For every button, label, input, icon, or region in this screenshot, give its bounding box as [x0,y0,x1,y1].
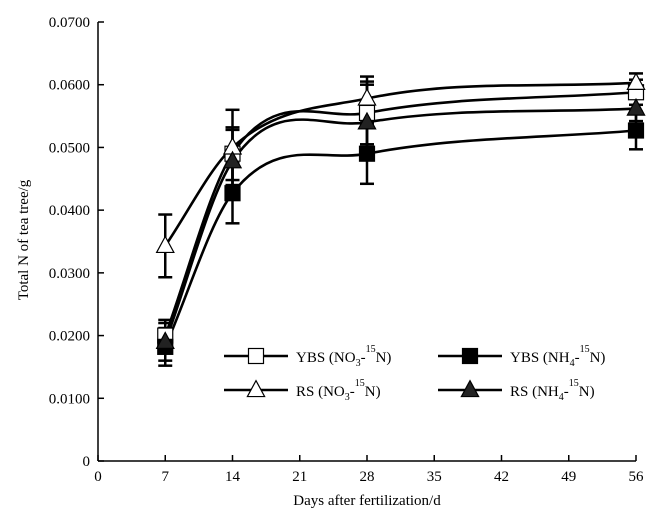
legend-label-part: RS (NO [296,384,345,400]
triangle-marker [246,379,266,398]
x-tick-label: 28 [360,469,375,485]
y-tick-label: 0.0300 [49,266,90,282]
legend-label-part: YBS (NH [510,350,570,366]
square-marker [247,347,265,365]
x-tick-label: 42 [494,469,509,485]
x-axis-label: Days after fertilization/d [293,493,441,509]
legend-label-part: 15 [366,344,376,355]
x-tick-label: 0 [94,469,102,485]
legend-item: RS (NO3-15N) [224,378,381,403]
legend-label-part: 3 [345,392,350,403]
y-tick-label: 0.0700 [49,15,90,31]
series-line [164,90,637,337]
triangle-marker [222,150,243,169]
legend-label: YBS (NH4-15N) [510,344,605,369]
square-marker [461,347,479,365]
square-marker [627,122,645,139]
legend-item: RS (NH4-15N) [438,378,595,403]
y-axis-label: Total N of tea tree/g [16,179,32,300]
series-line [164,107,637,343]
legend-item: YBS (NO3-15N) [224,344,391,369]
y-tick-label: 0 [83,454,91,470]
square-marker [224,185,241,202]
legend-label-part: - [361,350,366,366]
legend-label: RS (NO3-15N) [296,378,381,403]
legend-label: YBS (NO3-15N) [296,344,391,369]
legend-label-part: 4 [570,358,575,369]
legend-label-part: N) [579,384,595,400]
x-ticks: 0 7 14 21 28 35 42 49 56 [94,455,644,485]
legend-label-part: N) [365,384,381,400]
data-markers [155,72,646,355]
triangle-marker [357,111,377,130]
legend-label-part: - [564,384,569,400]
triangle-marker [155,331,175,350]
x-tick-label: 56 [629,469,645,485]
legend-label-part: N) [590,350,606,366]
triangle-marker [626,97,646,116]
legend-label: RS (NH4-15N) [510,378,595,403]
square-marker [358,145,376,162]
y-tick-label: 0.0400 [49,203,90,219]
legend-label-part: 15 [580,344,590,355]
y-ticks: 0 0.0100 0.0200 0.0300 0.0400 0.0500 0.0600 0.0… [49,15,104,470]
legend-label-part: - [575,350,580,366]
triangle-marker [626,72,646,90]
legend-label-part: 15 [355,378,365,389]
y-tick-label: 0.0500 [49,140,90,156]
triangle-marker [357,87,377,106]
y-tick-label: 0.0600 [49,78,90,94]
x-tick-label: 14 [225,469,241,485]
x-tick-label: 35 [427,469,442,485]
series-line [164,81,637,247]
series-line [164,129,637,348]
legend-label-part: YBS (NO [296,350,356,366]
x-tick-label: 49 [561,469,576,485]
x-tick-label: 21 [292,469,307,485]
x-tick-label: 7 [162,469,170,485]
y-tick-label: 0.0100 [49,391,90,407]
legend-label-part: RS (NH [510,384,559,400]
legend: YBS (NO3-15N) YBS (NH4-15N)RS (NO3-15N) RS… [224,344,605,403]
legend-label-part: 3 [356,358,361,369]
triangle-marker [460,379,480,398]
legend-label-part: 4 [559,392,564,403]
legend-label-part: - [350,384,355,400]
legend-item: YBS (NH4-15N) [438,344,605,369]
legend-label-part: 15 [569,378,579,389]
y-tick-label: 0.0200 [49,329,90,345]
legend-label-part: N) [376,350,392,366]
series-curves [164,81,637,348]
triangle-marker [155,235,175,254]
